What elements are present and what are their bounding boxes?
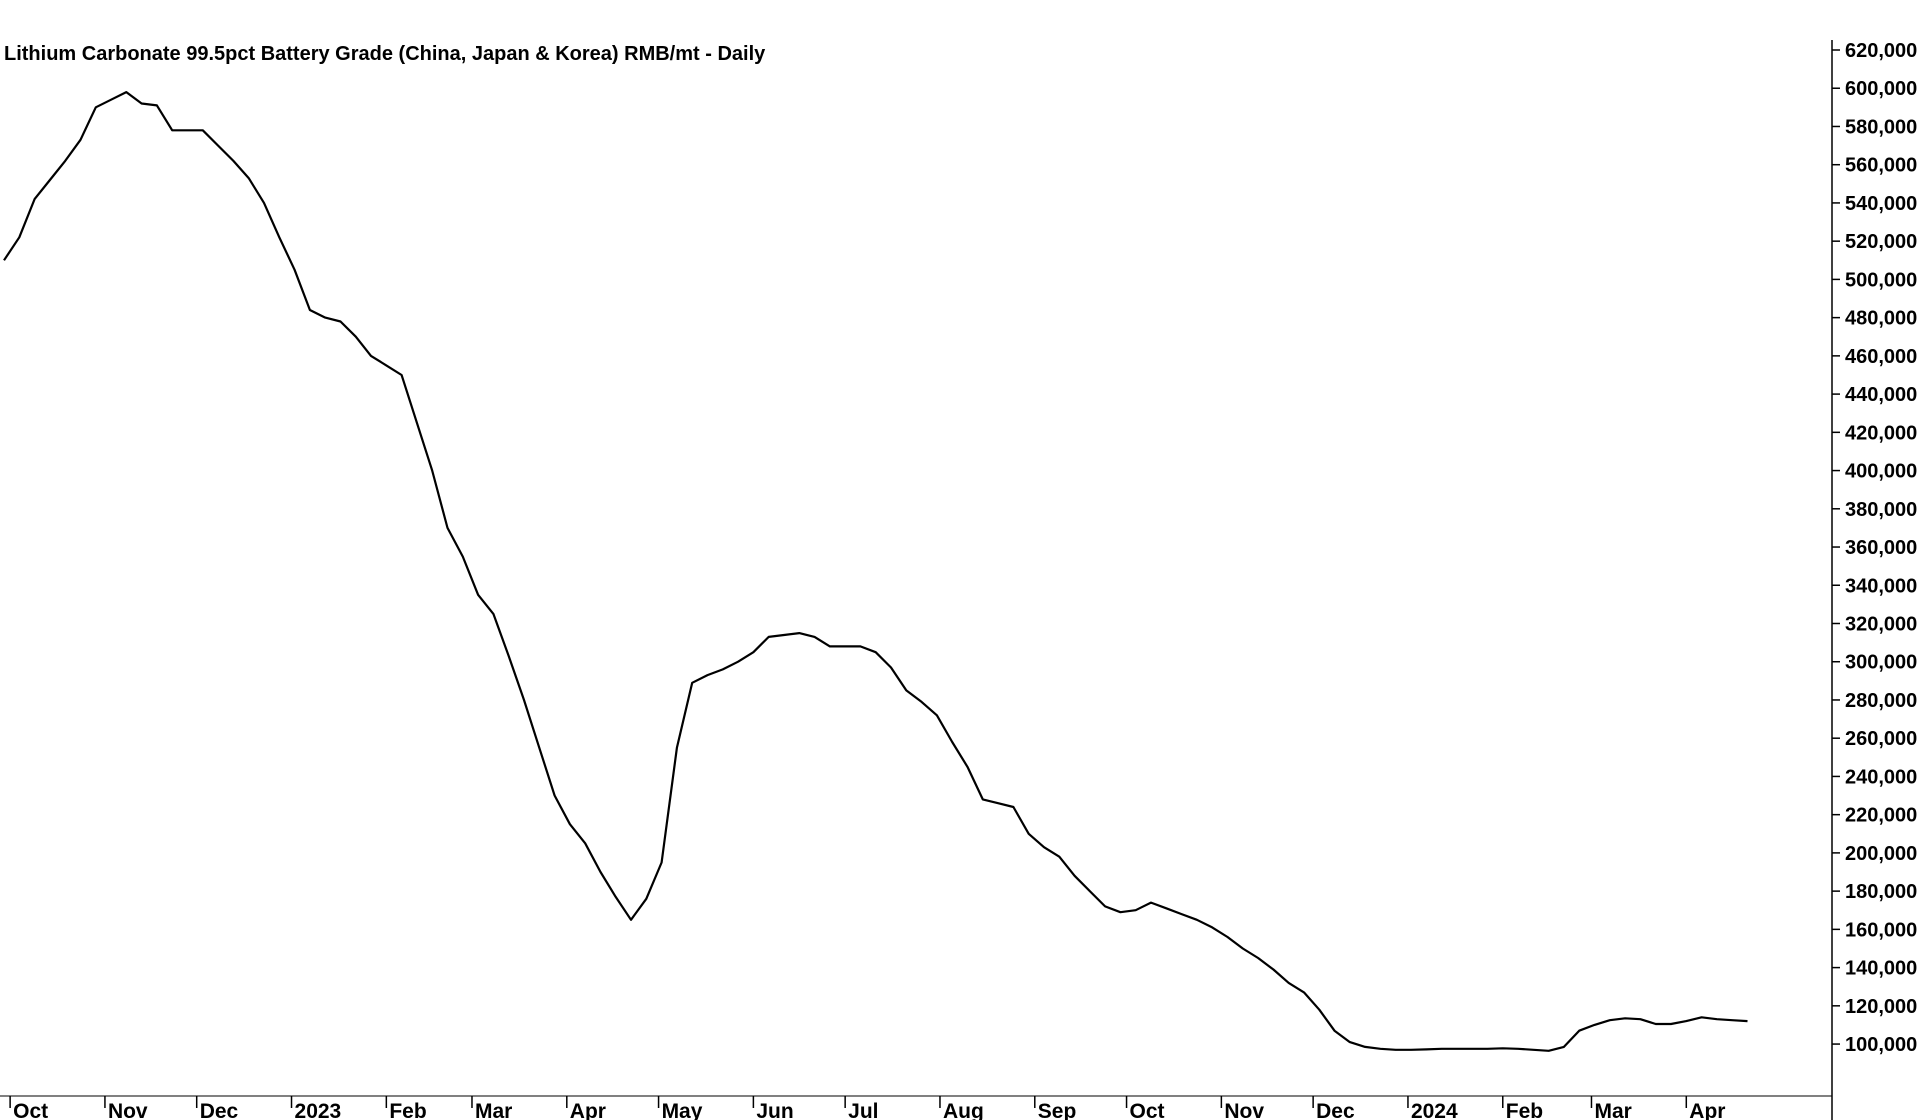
y-tick-label: 600,000 [1845,78,1917,100]
x-tick-label: Feb [1506,1100,1543,1120]
y-tick-label: 320,000 [1845,613,1917,635]
y-tick-label: 340,000 [1845,575,1917,597]
y-axis: 100,000 120,000 140,000 160,000 180,000 200,0… [1832,40,1917,1056]
chart-title: Lithium Carbonate 99.5pct Battery Grade … [4,43,766,65]
y-tick-label: 260,000 [1845,728,1917,750]
x-tick-label: 2024 [1411,1100,1458,1120]
y-tick-label: 280,000 [1845,690,1917,712]
y-tick-label: 460,000 [1845,346,1917,368]
y-tick-label: 200,000 [1845,843,1917,865]
y-tick-label: 480,000 [1845,308,1917,330]
y-tick-label: 520,000 [1845,231,1917,253]
series-line [3,91,1748,1052]
x-tick-label: Apr [1689,1100,1725,1120]
x-tick-label: Oct [13,1100,48,1120]
x-tick-label: Mar [475,1100,512,1120]
y-tick-label: 300,000 [1845,652,1917,674]
x-tick-label: Apr [570,1100,606,1120]
x-tick-label: Jun [756,1100,793,1120]
x-axis: Oct Nov Dec 2023 Feb Mar Apr May Jun Jul Aug Sep Oct… [9,1096,1725,1120]
x-tick-label: Sep [1038,1100,1077,1120]
y-tick-label: 560,000 [1845,155,1917,177]
y-tick-label: 400,000 [1845,461,1917,483]
x-tick-label: 2023 [295,1100,342,1120]
y-tick-label: 140,000 [1845,958,1917,980]
y-tick-label: 160,000 [1845,919,1917,941]
x-tick-label: Dec [200,1100,239,1120]
y-tick-label: 180,000 [1845,881,1917,903]
y-tick-label: 220,000 [1845,805,1917,827]
y-tick-label: 580,000 [1845,116,1917,138]
y-tick-label: 380,000 [1845,499,1917,521]
y-tick-label: 440,000 [1845,384,1917,406]
y-tick-label: 240,000 [1845,766,1917,788]
x-tick-label: Aug [943,1100,984,1120]
y-tick-label: 120,000 [1845,996,1917,1018]
y-tick-label: 420,000 [1845,422,1917,444]
y-tick-label: 360,000 [1845,537,1917,559]
y-tick-label: 620,000 [1845,40,1917,62]
y-tick-label: 540,000 [1845,193,1917,215]
x-tick-label: Feb [389,1100,426,1120]
plot-area [3,91,1748,1052]
x-tick-label: Oct [1130,1100,1165,1120]
y-tick-label: 100,000 [1845,1034,1917,1056]
x-tick-label: Mar [1594,1100,1631,1120]
x-tick-label: Dec [1316,1100,1355,1120]
x-tick-label: Nov [1224,1100,1264,1120]
x-tick-label: Jul [848,1100,878,1120]
y-tick-label: 500,000 [1845,269,1917,291]
x-tick-label: May [662,1100,703,1120]
x-tick-label: Nov [108,1100,148,1120]
